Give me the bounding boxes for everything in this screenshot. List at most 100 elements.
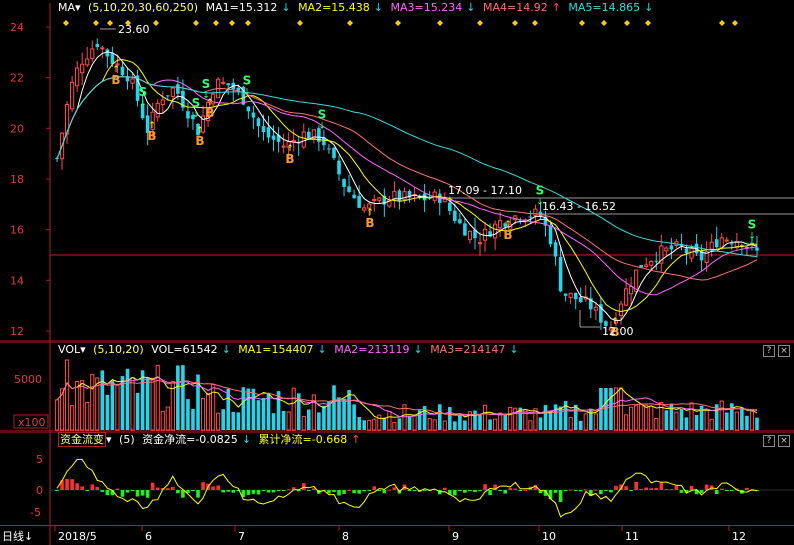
volume-bar — [165, 406, 170, 431]
candlestick — [211, 91, 216, 108]
svg-text:S: S — [243, 73, 252, 87]
flow-bar — [241, 490, 246, 498]
volume-bar — [724, 412, 729, 430]
candlestick — [155, 99, 160, 122]
ma-indicator-name[interactable]: MA — [58, 1, 76, 14]
flow-bar — [256, 490, 261, 495]
flow-bar — [312, 488, 316, 490]
flow-bar — [140, 490, 145, 496]
volume-bar — [523, 409, 528, 431]
candlestick — [130, 73, 135, 90]
help-button[interactable]: ? — [763, 345, 775, 357]
event-diamond-icon[interactable] — [601, 20, 607, 26]
event-diamond-icon[interactable] — [93, 20, 99, 26]
volume-bar — [397, 418, 402, 430]
fund-flow-chart[interactable]: 5 0 -5 — [0, 432, 794, 525]
flow-bar — [624, 486, 628, 490]
vol-indicator-name[interactable]: VOL — [58, 343, 81, 356]
close-button[interactable]: × — [778, 345, 790, 357]
candlestick — [659, 234, 664, 272]
volume-bar — [85, 401, 90, 431]
candlestick — [140, 94, 145, 120]
candlestick — [689, 244, 694, 263]
candlestick — [755, 236, 759, 258]
flow-bar — [599, 490, 603, 495]
event-diamond-icon[interactable] — [719, 20, 725, 26]
event-diamond-icon[interactable] — [125, 20, 131, 26]
flow-indicator-name[interactable]: 资金流变 — [58, 432, 106, 447]
volume-bar — [75, 381, 80, 431]
event-diamond-icon[interactable] — [579, 20, 585, 26]
volume-bar — [609, 388, 613, 430]
volume-bar — [241, 387, 246, 430]
candlestick — [558, 247, 563, 293]
event-diamond-icon[interactable] — [297, 20, 303, 26]
event-diamond-icon[interactable] — [624, 20, 630, 26]
candlestick — [246, 106, 251, 119]
svg-text:B: B — [147, 129, 156, 143]
volume-chart[interactable]: 5000 x100 — [0, 342, 794, 432]
flow-bar — [266, 490, 271, 493]
flow-bar — [100, 490, 105, 492]
ma3-value: MA3=15.234 — [390, 1, 463, 14]
candlestick — [362, 203, 367, 214]
volume-bar — [503, 414, 508, 430]
event-diamond-icon[interactable] — [193, 20, 199, 26]
event-diamond-icon[interactable] — [213, 20, 219, 26]
event-diamond-icon[interactable] — [437, 20, 443, 26]
candlestick — [135, 69, 140, 107]
volume-bar — [453, 421, 457, 430]
volume-bar — [110, 380, 115, 430]
dropdown-icon[interactable]: ▾ — [75, 1, 81, 14]
event-diamond-icon[interactable] — [347, 20, 353, 26]
flow-bar — [508, 488, 513, 490]
volume-bar — [528, 420, 533, 431]
flow-bar — [523, 489, 528, 491]
event-diamond-icon[interactable] — [63, 20, 69, 26]
event-diamond-icon[interactable] — [107, 20, 113, 26]
flow-bar — [538, 490, 543, 494]
candlestick — [170, 86, 175, 110]
volume-panel[interactable]: 5000 x100 VOL▾ (5,10,20) VOL=61542 ↓ MA1=… — [0, 342, 794, 432]
volume-bar — [291, 387, 296, 431]
dropdown-icon[interactable]: ▾ — [106, 433, 112, 446]
flow-bar — [644, 487, 649, 490]
candlestick — [95, 38, 100, 50]
flow-bar — [453, 490, 457, 496]
volume-bar — [740, 407, 744, 430]
volume-bar — [679, 408, 684, 430]
volume-bar — [664, 410, 669, 430]
sell-signal-marker: S↓ — [202, 77, 211, 101]
help-button[interactable]: ? — [763, 435, 775, 447]
event-diamond-icon[interactable] — [732, 20, 738, 26]
event-diamond-icon[interactable] — [395, 20, 401, 26]
fund-flow-panel[interactable]: 5 0 -5 资金流变 ▾ (5) 资金净流=-0.0825 ↓ 累计净流=-0.6… — [0, 432, 794, 525]
price-panel[interactable]: 24 22 20 18 16 14 12 ↑ B ↑ B ↑ B ↑ B ↑ B ↑ B ↑ B ↑ B S ↓ S ↓ S ↓ S ↓ S… — [0, 0, 794, 342]
event-diamond-icon[interactable] — [245, 20, 251, 26]
close-button[interactable]: × — [778, 435, 790, 447]
volume-bar — [317, 412, 321, 430]
range1-label: 17.09 - 17.10 — [448, 184, 522, 197]
volume-bar — [276, 391, 281, 430]
event-diamond-icon[interactable] — [229, 20, 235, 26]
candlestick — [367, 201, 372, 217]
event-diamond-icon[interactable] — [477, 20, 483, 26]
buy-signal-marker: ↑B — [111, 65, 120, 87]
flow-bar — [382, 490, 387, 494]
svg-text:↑: ↑ — [286, 144, 294, 154]
event-diamond-icon[interactable] — [645, 20, 651, 26]
event-diamond-icon[interactable] — [532, 20, 538, 26]
period-selector[interactable]: 日线↓ — [2, 528, 34, 544]
flow-bar — [201, 482, 205, 490]
event-diamond-icon[interactable] — [153, 20, 159, 26]
volume-bar — [59, 388, 65, 431]
flow-bar — [468, 490, 472, 491]
event-diamond-icon[interactable] — [512, 20, 518, 26]
volume-bar — [553, 404, 558, 430]
flow-bar — [236, 490, 241, 491]
flow-bar — [70, 479, 74, 490]
dropdown-icon[interactable]: ▾ — [80, 343, 86, 356]
candlestick — [694, 234, 699, 257]
svg-text:↓: ↓ — [748, 232, 756, 242]
